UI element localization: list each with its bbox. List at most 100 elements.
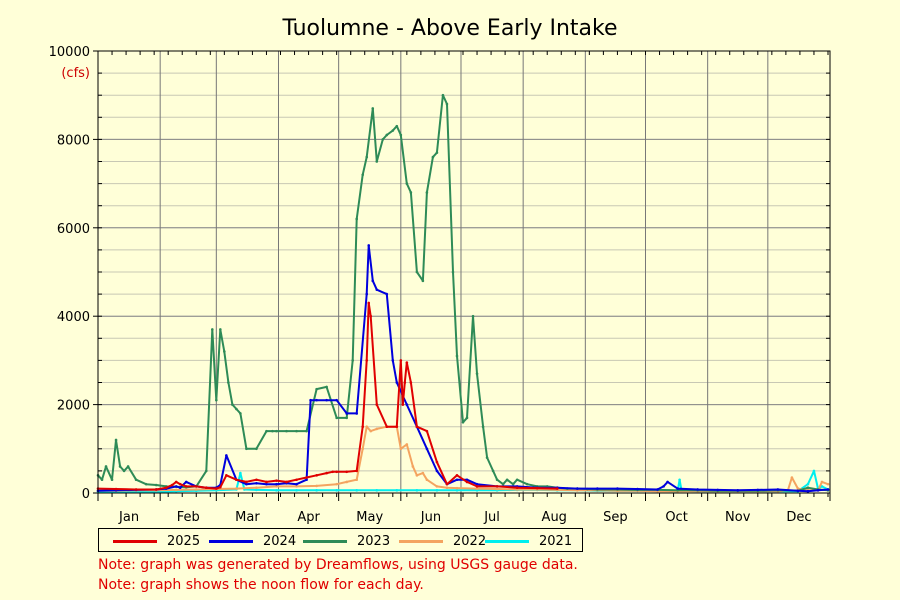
data-point-2023 — [265, 429, 268, 433]
data-point-2024 — [826, 488, 830, 491]
data-point-2025 — [315, 474, 318, 477]
data-point-2023 — [425, 191, 429, 194]
data-point-2022 — [361, 447, 365, 451]
data-point-2022 — [445, 486, 449, 489]
legend-item-2022: 2022 — [399, 532, 486, 550]
data-point-2025 — [174, 480, 178, 484]
data-point-2025 — [455, 474, 459, 477]
data-point-2022 — [345, 480, 348, 484]
data-point-2021 — [375, 489, 379, 492]
data-point-2023 — [445, 102, 449, 106]
data-point-2025 — [285, 480, 288, 484]
data-point-2023 — [391, 129, 395, 132]
data-point-2025 — [134, 488, 138, 491]
data-point-2022 — [796, 487, 800, 490]
data-point-2023 — [215, 398, 218, 402]
data-point-2025 — [435, 460, 439, 464]
data-point-2024 — [315, 398, 318, 402]
data-point-2022 — [355, 478, 359, 482]
x-tick-label: Aug — [542, 510, 567, 525]
data-point-2023 — [315, 387, 318, 391]
legend-swatch — [485, 539, 529, 543]
data-point-2023 — [134, 478, 138, 482]
data-point-2024 — [696, 488, 699, 491]
data-point-2024 — [174, 485, 178, 488]
x-tick-label: May — [356, 510, 383, 525]
data-point-2024 — [184, 480, 188, 484]
y-tick-label: 10000 — [49, 45, 90, 60]
data-point-2024 — [776, 488, 780, 491]
legend-swatch — [303, 539, 347, 543]
data-point-2023 — [114, 438, 118, 442]
data-point-2023 — [465, 416, 469, 420]
data-point-2025 — [255, 478, 258, 482]
data-point-2022 — [375, 427, 379, 431]
data-point-2023 — [351, 359, 354, 362]
data-point-2025 — [375, 403, 379, 406]
data-point-2025 — [219, 485, 222, 489]
data-point-2025 — [305, 476, 308, 479]
x-tick-label: Jun — [420, 510, 441, 525]
data-point-2023 — [144, 482, 148, 486]
data-point-2023 — [405, 182, 409, 185]
data-point-2025 — [425, 429, 429, 433]
data-point-2023 — [231, 403, 234, 406]
data-point-2025 — [345, 470, 348, 474]
data-point-2022 — [194, 488, 198, 491]
data-point-2025 — [495, 485, 499, 488]
data-point-2023 — [219, 328, 222, 331]
data-point-2023 — [365, 155, 369, 159]
y-unit-label: (cfs) — [61, 66, 90, 81]
data-point-2023 — [435, 151, 439, 154]
data-point-2023 — [505, 478, 509, 482]
data-point-2021 — [295, 489, 298, 492]
data-point-2023 — [441, 93, 445, 97]
data-point-2025 — [114, 487, 118, 491]
data-point-2022 — [275, 485, 278, 488]
data-point-2025 — [399, 359, 403, 362]
note-source: Note: graph was generated by Dreamflows,… — [98, 557, 578, 573]
data-point-2025 — [405, 361, 409, 364]
data-point-2025 — [465, 480, 469, 484]
data-point-2023 — [421, 279, 425, 283]
data-point-2022 — [415, 474, 419, 477]
data-point-2024 — [405, 403, 409, 406]
data-point-2025 — [295, 478, 298, 482]
data-point-2022 — [435, 485, 439, 488]
data-point-2024 — [375, 288, 379, 291]
data-point-2023 — [485, 456, 489, 459]
data-point-2023 — [271, 429, 274, 433]
data-point-2024 — [435, 469, 439, 473]
data-point-2023 — [409, 191, 413, 194]
data-point-2023 — [501, 482, 505, 486]
data-point-2024 — [616, 487, 619, 490]
data-point-2023 — [431, 155, 435, 159]
data-point-2024 — [656, 488, 659, 491]
data-point-2024 — [265, 482, 268, 486]
data-point-2023 — [305, 429, 308, 433]
note-noon-flow: Note: graph shows the noon flow for each… — [98, 577, 424, 593]
series-line-2023 — [97, 94, 829, 492]
x-tick-label: Feb — [177, 510, 200, 525]
y-tick-label: 0 — [82, 487, 90, 502]
data-point-2022 — [790, 476, 794, 479]
data-point-2024 — [596, 487, 599, 490]
data-point-2024 — [345, 412, 348, 415]
legend-swatch — [209, 539, 253, 543]
series-lines — [96, 93, 830, 493]
data-point-2025 — [409, 381, 413, 384]
data-point-2024 — [305, 478, 308, 482]
data-point-2021 — [355, 489, 359, 492]
data-point-2023 — [481, 425, 485, 429]
axes: 0 2000 4000 6000 8000 10000 Jan Feb Mar Apr May Jun… — [49, 45, 831, 525]
data-point-2021 — [820, 485, 824, 488]
data-point-2024 — [676, 487, 679, 490]
data-point-2023 — [525, 482, 529, 486]
data-point-2025 — [184, 485, 188, 488]
data-point-2025 — [555, 487, 559, 490]
data-point-2024 — [455, 478, 459, 482]
x-tick-label: Jul — [483, 510, 500, 525]
data-point-2023 — [223, 350, 226, 353]
data-point-2021 — [335, 489, 338, 492]
data-point-2024 — [662, 485, 665, 488]
